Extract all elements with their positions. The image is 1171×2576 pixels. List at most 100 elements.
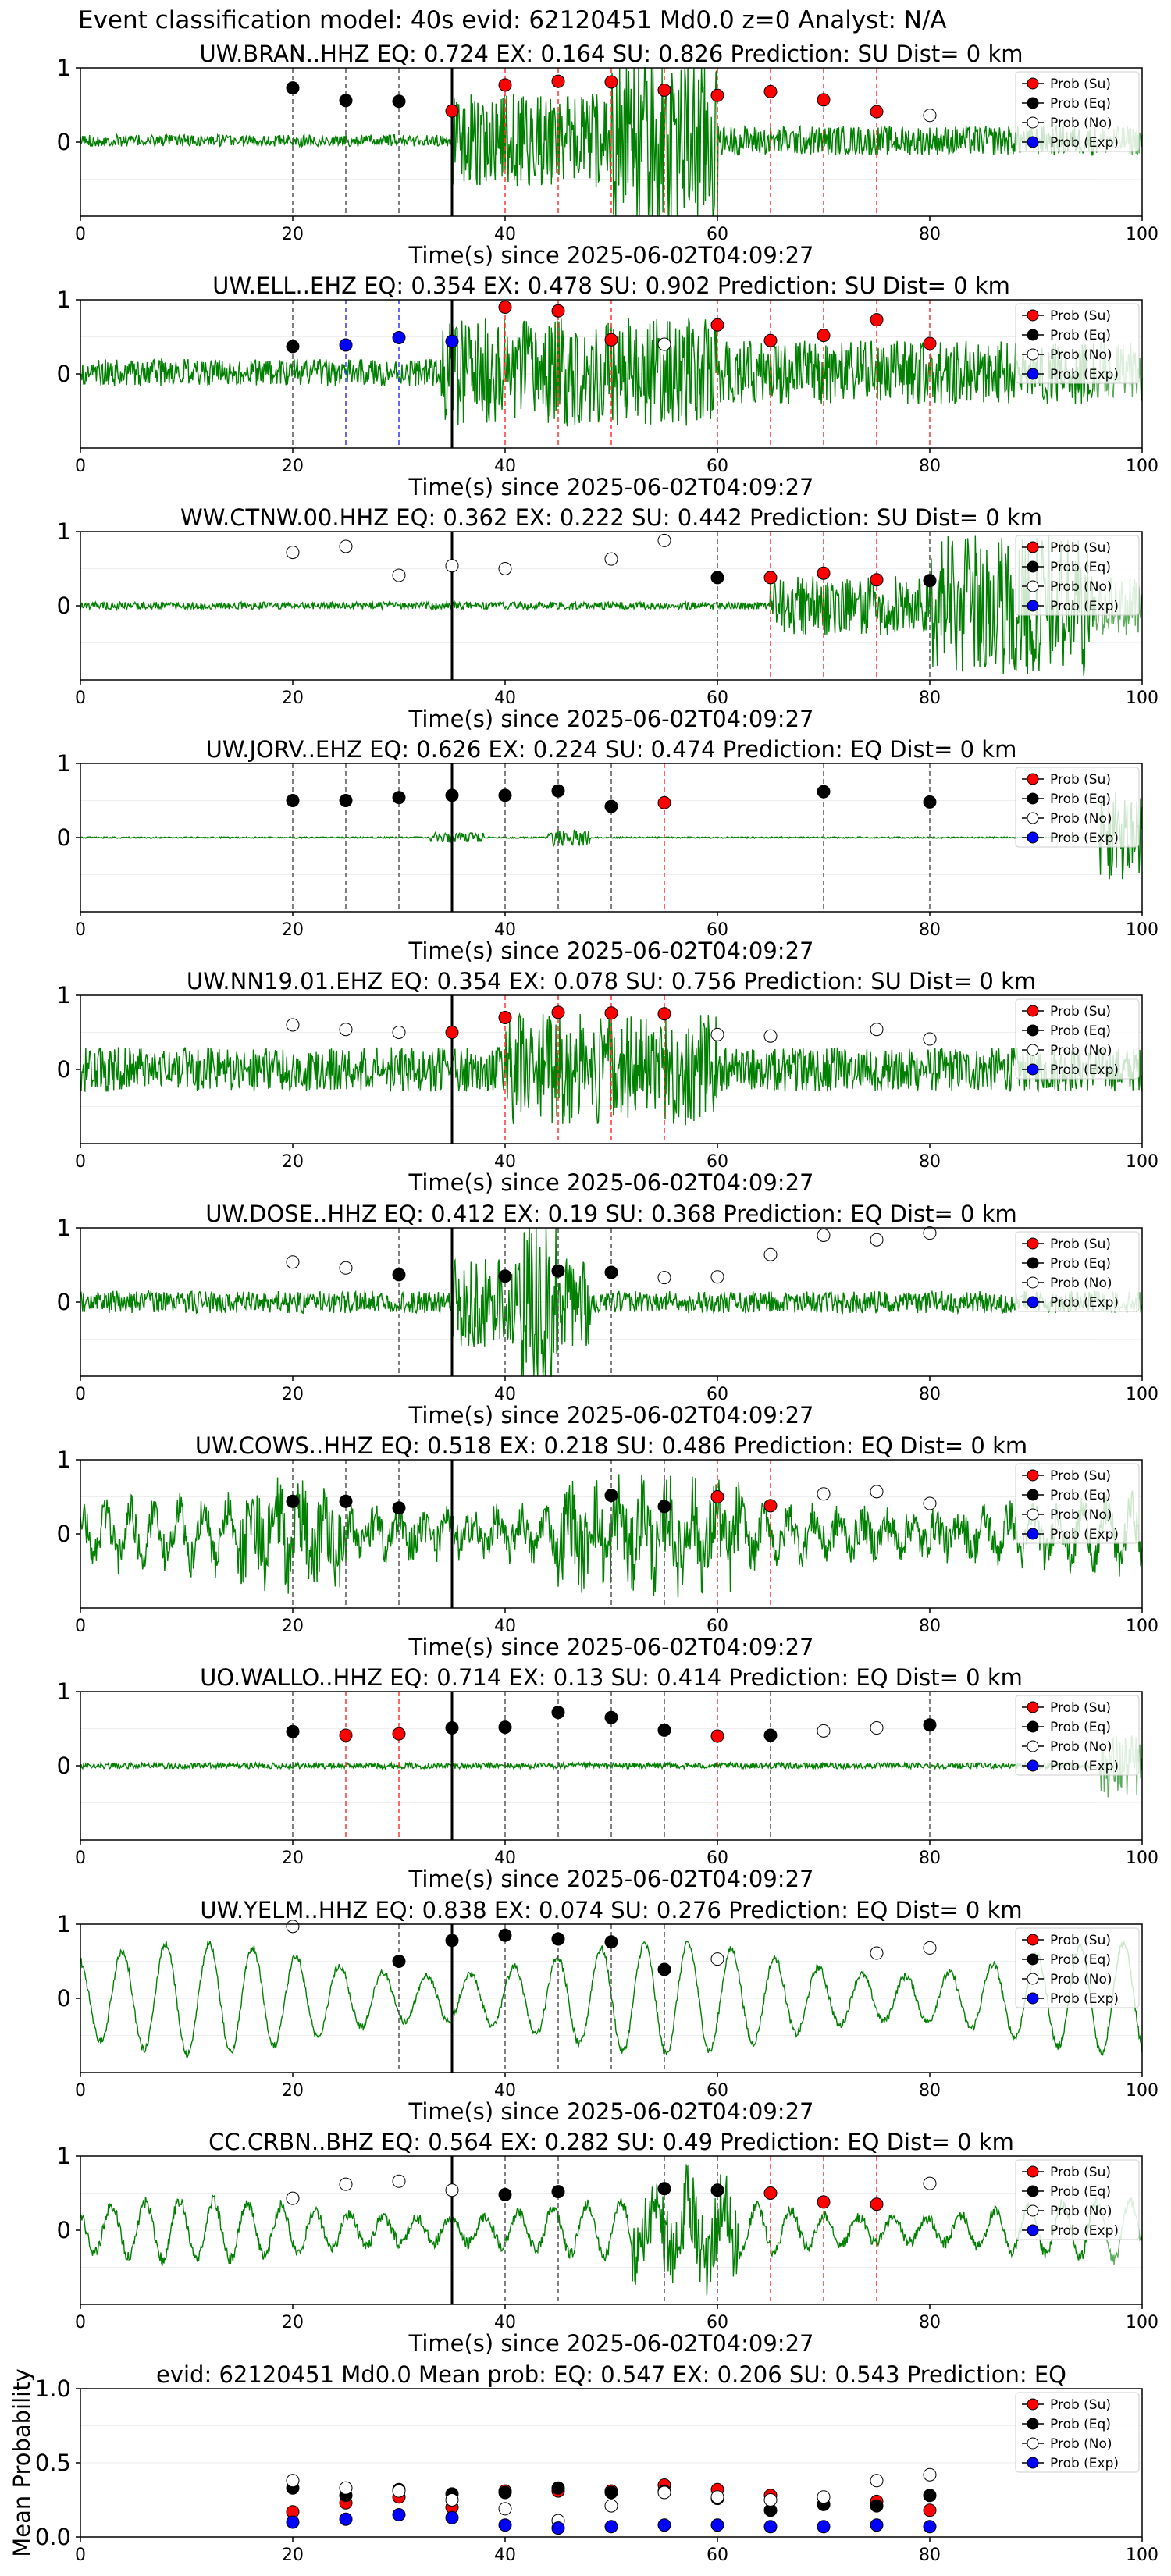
legend-box (1015, 303, 1140, 384)
prob-point (551, 1706, 565, 1720)
prob-point (870, 573, 884, 587)
prob-point (870, 1233, 884, 1247)
prob-point (710, 1490, 724, 1503)
x-tick-label: 40 (494, 688, 516, 708)
x-tick-label: 60 (707, 2081, 728, 2101)
axes-frame (80, 1691, 1143, 1841)
legend-marker (1027, 1953, 1039, 1966)
legend-label: Prob (Su) (1050, 540, 1111, 556)
mean-prob-point (923, 2503, 937, 2517)
y-tick-label: 1.0 (35, 2375, 71, 2402)
x-tick-label: 80 (919, 1617, 941, 1636)
axes-frame (80, 531, 1143, 681)
prob-point (604, 1710, 618, 1724)
legend-label: Prob (Exp) (1050, 1759, 1119, 1774)
x-axis-label: Time(s) since 2025-06-02T04:09:27 (408, 1634, 814, 1660)
x-axis-label: Time(s) since 2025-06-02T04:09:27 (408, 2098, 814, 2125)
legend-label: Prob (Su) (1050, 1468, 1111, 1484)
x-tick-label: 60 (707, 457, 728, 476)
prob-point (286, 1920, 300, 1934)
axes-frame (80, 2155, 1143, 2305)
prob-point (551, 784, 565, 798)
x-tick-label: 20 (282, 2546, 304, 2565)
prob-point (763, 2186, 778, 2200)
prob-point (392, 330, 406, 344)
prob-point (339, 794, 353, 807)
y-tick-label: 0.5 (35, 2450, 71, 2476)
prob-point (923, 109, 937, 123)
prob-point (923, 574, 937, 588)
figure-suptitle: Event classification model: 40s evid: 62… (78, 6, 947, 34)
prob-point (923, 1032, 937, 1046)
y-tick-label: 0 (57, 129, 71, 155)
prob-point (392, 1501, 406, 1515)
legend-label: Prob (Su) (1050, 1933, 1111, 1948)
x-tick-label: 0 (75, 920, 86, 940)
prob-point (286, 1018, 300, 1032)
legend-label: Prob (Eq) (1050, 792, 1111, 807)
mean-prob-point (604, 2485, 618, 2500)
prob-point (498, 78, 512, 92)
x-tick-label: 20 (282, 2313, 304, 2332)
legend-label: Prob (Su) (1050, 2165, 1111, 2180)
prob-point (498, 2187, 512, 2201)
prob-point (445, 788, 459, 802)
prob-point (710, 1729, 724, 1743)
legend-label: Prob (Exp) (1050, 1991, 1119, 2007)
prob-point (604, 799, 618, 813)
x-tick-label: 40 (494, 1385, 516, 1404)
prob-point (604, 1006, 618, 1020)
x-tick-label: 20 (282, 1152, 304, 1172)
prob-point (604, 552, 618, 566)
legend-label: Prob (Eq) (1050, 2417, 1111, 2432)
legend-label: Prob (Eq) (1050, 1023, 1111, 1039)
x-tick-label: 0 (75, 1385, 86, 1404)
legend-marker (1027, 1237, 1039, 1250)
prob-point (870, 1721, 884, 1735)
prob-point (286, 1255, 300, 1269)
panel-title: evid: 62120451 Md0.0 Mean prob: EQ: 0.54… (156, 2361, 1066, 2388)
panel-title: UW.DOSE..HHZ EQ: 0.412 EX: 0.19 SU: 0.36… (205, 1201, 1017, 1227)
legend-box (1015, 2392, 1140, 2473)
prob-point (657, 1723, 671, 1737)
y-tick-label: 1 (57, 1446, 71, 1473)
prob-point (498, 1720, 512, 1735)
legend-marker (1027, 1934, 1039, 1946)
prob-point (657, 1962, 671, 1976)
x-tick-label: 20 (282, 688, 304, 708)
x-tick-label: 40 (494, 2313, 516, 2332)
prob-point (392, 791, 406, 805)
x-tick-label: 100 (1126, 1385, 1159, 1404)
prob-point (445, 1026, 459, 1039)
x-tick-label: 20 (282, 1617, 304, 1636)
y-tick-label: 1 (57, 1678, 71, 1705)
x-tick-label: 40 (494, 1152, 516, 1172)
legend-marker (1027, 2185, 1039, 2197)
x-tick-label: 60 (707, 1152, 728, 1172)
mean-prob-point (498, 2518, 512, 2532)
prob-point (710, 571, 724, 585)
prob-point (604, 1265, 618, 1279)
waveform-trace (80, 535, 1143, 676)
legend-label: Prob (No) (1050, 2436, 1112, 2452)
prob-point (551, 1932, 565, 1946)
prob-point (657, 1271, 671, 1285)
legend-label: Prob (No) (1050, 1739, 1112, 1755)
prob-point (392, 1268, 406, 1282)
legend-marker (1027, 116, 1039, 129)
legend-box (1015, 2159, 1140, 2240)
x-tick-label: 40 (494, 225, 516, 244)
axes-frame (80, 2388, 1143, 2538)
prob-point (817, 1487, 831, 1501)
x-tick-label: 100 (1126, 1617, 1159, 1636)
prob-point (286, 2191, 300, 2205)
x-tick-label: 0 (75, 225, 86, 244)
prob-point (445, 559, 459, 573)
legend-label: Prob (Eq) (1050, 328, 1111, 343)
x-tick-label: 0 (75, 688, 86, 708)
legend-marker (1027, 97, 1039, 109)
x-tick-label: 100 (1126, 688, 1159, 708)
station-panel: UW.NN19.01.EHZ EQ: 0.354 EX: 0.078 SU: 0… (57, 968, 1159, 1196)
waveform-trace (80, 2163, 1143, 2296)
mean-prob-point (604, 2499, 618, 2513)
